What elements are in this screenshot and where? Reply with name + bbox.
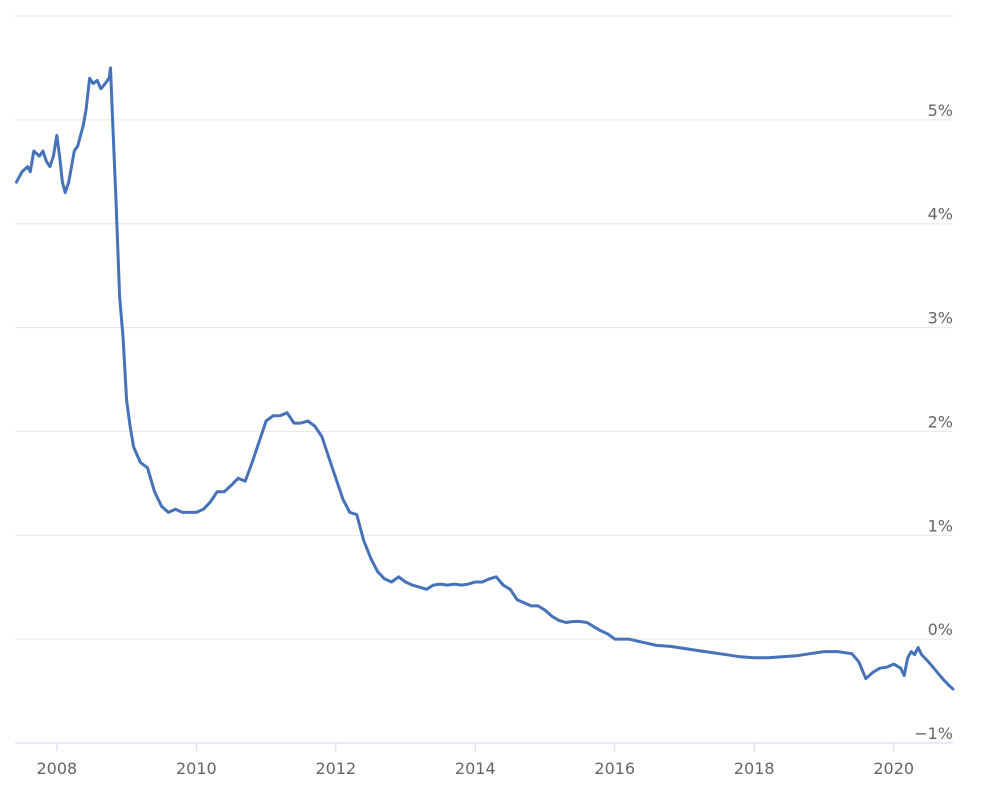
x-axis-labels: 2008 2010 2012 2014 2016 2018 2020: [36, 759, 914, 778]
x-tick-label: 2016: [594, 759, 635, 778]
y-tick-label: 2%: [928, 412, 953, 431]
y-tick-label: −1%: [914, 724, 953, 743]
y-tick-label: 3%: [928, 309, 953, 328]
y-tick-label: 1%: [928, 516, 953, 535]
x-tick-label: 2008: [36, 759, 77, 778]
x-tick-label: 2020: [873, 759, 914, 778]
y-axis-labels: 5% 4% 3% 2% 1% 0% −1%: [914, 101, 953, 743]
x-tick-label: 2014: [455, 759, 496, 778]
y-tick-label: 4%: [928, 205, 953, 224]
y-tick-label: 0%: [928, 620, 953, 639]
grid-lines: [15, 15, 953, 640]
series-line-1: [14, 66, 955, 691]
series-layer: [14, 66, 955, 691]
x-tick-label: 2010: [176, 759, 217, 778]
x-axis: [15, 742, 953, 751]
x-tick-label: 2018: [734, 759, 775, 778]
x-tick-label: 2012: [315, 759, 356, 778]
y-tick-label: 5%: [928, 101, 953, 120]
